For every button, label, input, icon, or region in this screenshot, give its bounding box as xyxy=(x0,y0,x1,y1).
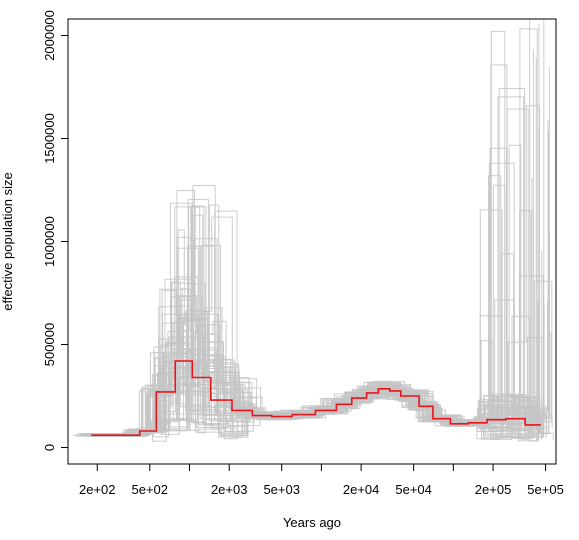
replicate-lines xyxy=(72,19,554,442)
x-tick-label: 2e+05 xyxy=(475,482,512,497)
main-series xyxy=(91,360,541,436)
x-tick-label: 5e+05 xyxy=(527,482,564,497)
x-tick-label: 5e+04 xyxy=(395,482,432,497)
x-tick-label: 5e+02 xyxy=(132,482,169,497)
x-axis: 2e+02 5e+02 2e+03 5e+03 2e+04 5e+04 2e+05 5e+05 xyxy=(79,464,564,497)
main-series-line xyxy=(91,360,541,436)
y-tick-label: 1000000 xyxy=(42,216,57,267)
replicate-line xyxy=(100,28,545,436)
replicate-line xyxy=(76,281,538,441)
y-tick-label: 1500000 xyxy=(42,113,57,164)
x-tick-label: 2e+04 xyxy=(343,482,380,497)
y-tick-label: 2000000 xyxy=(42,10,57,61)
replicate-line xyxy=(83,206,537,436)
x-axis-title: Years ago xyxy=(283,515,341,530)
x-tick-label: 2e+03 xyxy=(211,482,248,497)
x-tick-label: 5e+03 xyxy=(263,482,300,497)
y-axis-title: effective population size xyxy=(0,172,15,311)
y-axis: 0 500000 1000000 1500000 2000000 xyxy=(42,10,68,451)
y-tick-label: 0 xyxy=(42,444,57,451)
replicate-line xyxy=(84,210,532,436)
y-tick-label: 500000 xyxy=(42,323,57,366)
replicate-line xyxy=(93,88,540,435)
x-tick-label: 2e+02 xyxy=(79,482,116,497)
